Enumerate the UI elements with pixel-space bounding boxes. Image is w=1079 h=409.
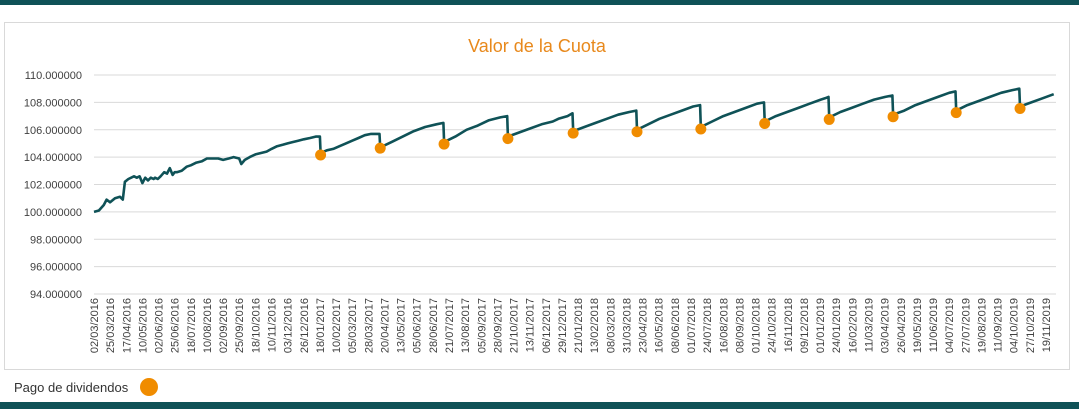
x-tick-label: 13/02/2018 — [589, 298, 601, 353]
legend-marker-dividends — [140, 378, 159, 396]
dividend-point — [631, 126, 643, 138]
y-tick-label: 104.000000 — [24, 152, 82, 164]
x-tick-label: 28/06/2017 — [428, 298, 440, 353]
x-tick-label: 16/08/2018 — [718, 298, 730, 353]
x-tick-label: 08/06/2018 — [670, 298, 682, 353]
x-tick-label: 05/06/2017 — [412, 298, 424, 353]
top-band — [0, 0, 1079, 5]
x-tick-label: 16/05/2018 — [654, 298, 666, 353]
dividend-point — [887, 111, 899, 123]
dividend-point — [950, 107, 962, 119]
dividend-point — [374, 142, 386, 154]
x-tick-label: 29/12/2017 — [557, 298, 569, 353]
x-tick-label: 24/10/2018 — [767, 298, 779, 353]
chart-frame — [4, 22, 1070, 370]
x-tick-label: 18/01/2017 — [315, 298, 327, 353]
x-tick-label: 25/03/2016 — [105, 298, 117, 353]
x-tick-label: 11/09/2019 — [993, 298, 1005, 352]
x-tick-label: 28/03/2017 — [363, 298, 375, 353]
x-tick-label: 01/07/2018 — [686, 298, 698, 353]
x-tick-label: 05/03/2017 — [347, 298, 359, 353]
x-tick-label: 01/10/2018 — [751, 298, 763, 353]
series-line — [93, 87, 1055, 214]
x-tick-label: 11/06/2019 — [928, 298, 940, 352]
x-tick-label: 21/10/2017 — [509, 298, 521, 353]
dividend-point — [823, 113, 835, 125]
y-tick-label: 100.000000 — [24, 207, 82, 219]
dividend-point — [759, 118, 771, 130]
x-tick-label: 26/12/2016 — [299, 298, 311, 353]
x-tick-label: 19/05/2019 — [912, 298, 924, 353]
x-tick-label: 06/12/2017 — [541, 298, 553, 353]
x-tick-label: 18/07/2016 — [186, 298, 198, 353]
x-tick-label: 25/06/2016 — [170, 298, 182, 353]
x-tick-label: 28/09/2017 — [492, 298, 504, 353]
dividend-point — [1014, 102, 1026, 114]
x-tick-label: 24/01/2019 — [831, 298, 843, 353]
x-axis-ticks: 02/03/2016 25/03/2016 17/04/2016 10/05/2016… — [89, 298, 1053, 353]
x-tick-label: 17/04/2016 — [121, 298, 133, 353]
y-tick-label: 106.000000 — [24, 125, 82, 137]
x-tick-label: 02/06/2016 — [154, 298, 166, 353]
x-tick-label: 04/07/2019 — [944, 298, 956, 353]
gridlines — [94, 74, 1056, 295]
x-tick-label: 10/08/2016 — [202, 298, 214, 353]
x-tick-label: 02/09/2016 — [218, 298, 230, 353]
x-tick-label: 21/01/2018 — [573, 298, 585, 353]
y-tick-label: 98.000000 — [30, 234, 82, 246]
dividend-point — [502, 133, 514, 145]
x-tick-label: 10/11/2016 — [266, 298, 278, 352]
x-tick-label: 08/03/2018 — [605, 298, 617, 353]
x-tick-label: 05/09/2017 — [476, 298, 488, 353]
x-tick-label: 13/05/2017 — [396, 298, 408, 353]
x-tick-label: 13/11/2017 — [525, 298, 537, 352]
x-tick-label: 31/03/2018 — [621, 298, 633, 353]
x-tick-label: 13/08/2017 — [460, 298, 472, 353]
dividend-markers — [315, 102, 1026, 161]
x-tick-label: 10/02/2017 — [331, 298, 343, 353]
x-tick-label: 16/11/2018 — [783, 298, 795, 352]
bottom-band — [0, 402, 1079, 409]
legend-label-dividends: Pago de dividendos — [14, 379, 129, 395]
x-tick-label: 27/10/2019 — [1025, 298, 1037, 353]
legend: Pago de dividendos — [14, 376, 159, 398]
x-tick-label: 25/09/2016 — [234, 298, 246, 353]
dividend-point — [315, 149, 327, 161]
y-tick-label: 94.000000 — [30, 289, 82, 301]
y-axis-ticks: 110.000000 108.000000 106.000000 104.000000… — [24, 70, 82, 301]
x-tick-label: 03/04/2019 — [880, 298, 892, 353]
x-tick-label: 04/10/2019 — [1009, 298, 1021, 353]
dividend-point — [695, 123, 707, 135]
x-tick-label: 23/04/2018 — [638, 298, 650, 353]
x-tick-label: 02/03/2016 — [89, 298, 101, 353]
dividend-point — [567, 127, 579, 139]
dividend-point — [438, 138, 450, 150]
x-tick-label: 19/11/2019 — [1041, 298, 1053, 352]
chart-title: Valor de la Cuota — [468, 36, 607, 56]
x-tick-label: 24/07/2018 — [702, 298, 714, 353]
x-tick-label: 19/08/2019 — [976, 298, 988, 353]
y-tick-label: 108.000000 — [24, 97, 82, 109]
x-tick-label: 18/10/2016 — [250, 298, 262, 353]
x-tick-label: 03/12/2016 — [283, 298, 295, 353]
x-tick-label: 21/07/2017 — [444, 298, 456, 353]
series-layer — [93, 87, 1055, 214]
y-tick-label: 102.000000 — [24, 180, 82, 192]
y-tick-label: 96.000000 — [30, 262, 82, 274]
x-tick-label: 11/03/2019 — [864, 298, 876, 352]
x-tick-label: 08/09/2018 — [734, 298, 746, 353]
x-tick-label: 01/01/2019 — [815, 298, 827, 353]
x-tick-label: 20/04/2017 — [379, 298, 391, 353]
x-tick-label: 10/05/2016 — [137, 298, 149, 353]
y-tick-label: 110.000000 — [25, 70, 82, 82]
x-tick-label: 16/02/2019 — [847, 298, 859, 353]
x-tick-label: 09/12/2018 — [799, 298, 811, 353]
x-tick-label: 26/04/2019 — [896, 298, 908, 353]
x-tick-label: 27/07/2019 — [960, 298, 972, 353]
